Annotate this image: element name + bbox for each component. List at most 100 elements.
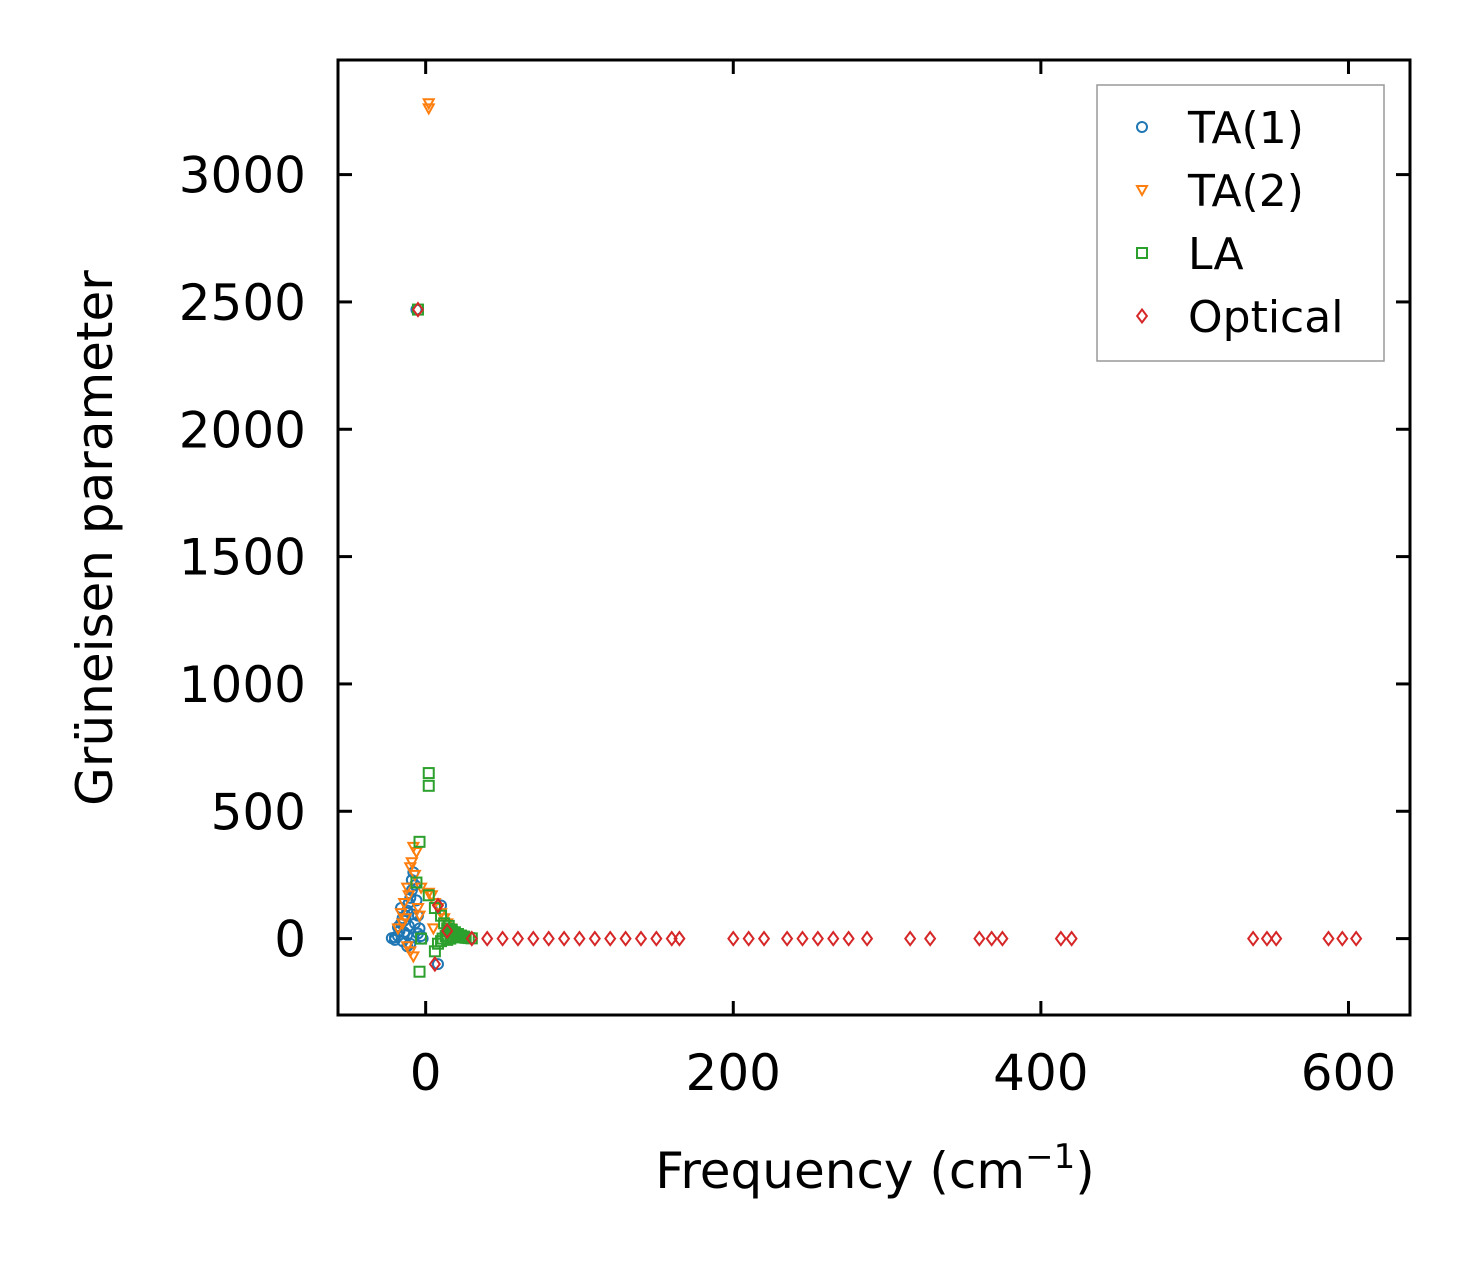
data-point <box>811 930 824 947</box>
data-point <box>465 930 478 947</box>
data-point <box>422 887 436 900</box>
data-point <box>406 951 421 964</box>
legend-marker <box>1135 185 1149 198</box>
data-point <box>634 930 648 947</box>
data-point <box>410 894 423 907</box>
legend-label: LA <box>1188 229 1244 280</box>
x-tick-label: 400 <box>993 1044 1088 1102</box>
data-point <box>391 923 405 936</box>
y-tick-label: 0 <box>274 911 306 969</box>
legend-label: Optical <box>1188 292 1343 343</box>
data-point <box>860 930 874 947</box>
data-point <box>408 869 422 882</box>
data-point <box>588 930 601 947</box>
data-point <box>557 930 571 947</box>
data-point <box>422 767 435 780</box>
y-tick-label: 3000 <box>179 147 306 205</box>
data-point <box>1270 930 1283 947</box>
data-point <box>403 862 417 875</box>
data-point <box>1350 930 1363 947</box>
data-point <box>619 930 632 947</box>
data-point <box>1336 930 1349 947</box>
y-tick-label: 500 <box>211 783 306 841</box>
x-tick-label: 0 <box>410 1044 442 1102</box>
data-point <box>428 955 442 973</box>
legend-label: TA(1) <box>1187 103 1304 154</box>
data-point <box>727 930 740 947</box>
data-point <box>411 903 425 916</box>
legend-entry: TA(2) <box>1135 166 1304 217</box>
data-point <box>796 930 809 947</box>
series-ta-1- <box>385 303 448 971</box>
data-point <box>408 917 421 930</box>
data-point <box>842 930 855 947</box>
legend-marker <box>1136 247 1148 259</box>
y-tick-label: 2500 <box>179 274 306 332</box>
data-point <box>1054 930 1067 947</box>
data-point <box>496 930 509 947</box>
data-point <box>409 847 424 860</box>
legend: TA(1) TA(2) LA Optical <box>1096 84 1385 362</box>
data-point <box>404 891 417 904</box>
data-point <box>673 930 686 947</box>
legend-entry: Optical <box>1135 292 1343 343</box>
legend-label: TA(2) <box>1187 166 1304 217</box>
data-point <box>435 909 448 922</box>
data-point <box>431 958 444 971</box>
data-point <box>511 930 525 947</box>
data-point <box>388 933 401 946</box>
data-point <box>415 932 428 945</box>
data-point <box>412 910 427 923</box>
data-point <box>400 882 414 895</box>
data-point <box>604 930 617 947</box>
data-point <box>413 835 426 848</box>
data-point <box>1322 930 1335 947</box>
data-point <box>542 930 555 947</box>
x-axis-label: Frequency (cm−1) <box>655 1137 1095 1200</box>
data-point <box>650 930 663 947</box>
x-tick-label: 600 <box>1301 1044 1396 1102</box>
y-axis-label: Grüneisen parameter <box>66 270 124 806</box>
series-la <box>410 303 478 978</box>
data-point <box>742 930 755 947</box>
data-point <box>1065 930 1078 947</box>
data-point <box>527 930 540 947</box>
series-ta-2- <box>391 98 464 964</box>
axes: 0 200 400 600 0 500 1000 1500 2000 2500 3000 <box>179 58 1412 1102</box>
plot-area <box>385 98 1363 978</box>
data-point <box>431 897 445 914</box>
data-point <box>441 922 454 940</box>
y-tick-label: 1000 <box>179 656 306 714</box>
data-point <box>973 930 986 947</box>
legend-entry: LA <box>1136 229 1244 280</box>
data-point <box>780 930 794 947</box>
data-point <box>904 930 917 947</box>
data-point <box>573 930 586 947</box>
data-point <box>422 889 435 902</box>
data-point <box>426 923 441 936</box>
data-point <box>450 930 463 943</box>
data-point <box>985 930 998 947</box>
data-point <box>410 876 423 889</box>
data-point <box>422 103 436 116</box>
y-tick-label: 1500 <box>179 529 306 587</box>
y-tick-label: 2000 <box>179 401 306 459</box>
data-point <box>1260 930 1274 947</box>
legend-marker <box>1135 307 1149 325</box>
data-point <box>481 930 494 947</box>
x-tick-label: 200 <box>686 1044 781 1102</box>
data-point <box>411 301 425 318</box>
data-point <box>1246 930 1260 947</box>
data-point <box>827 930 840 947</box>
legend-marker <box>1136 121 1148 133</box>
data-point <box>924 930 937 947</box>
data-point <box>413 965 426 978</box>
data-point <box>422 779 435 792</box>
plot-frame <box>336 58 1412 1017</box>
data-point <box>757 930 771 947</box>
data-point <box>397 897 411 911</box>
data-point <box>402 890 416 903</box>
legend-entry: TA(1) <box>1136 103 1304 154</box>
data-point <box>996 930 1009 947</box>
